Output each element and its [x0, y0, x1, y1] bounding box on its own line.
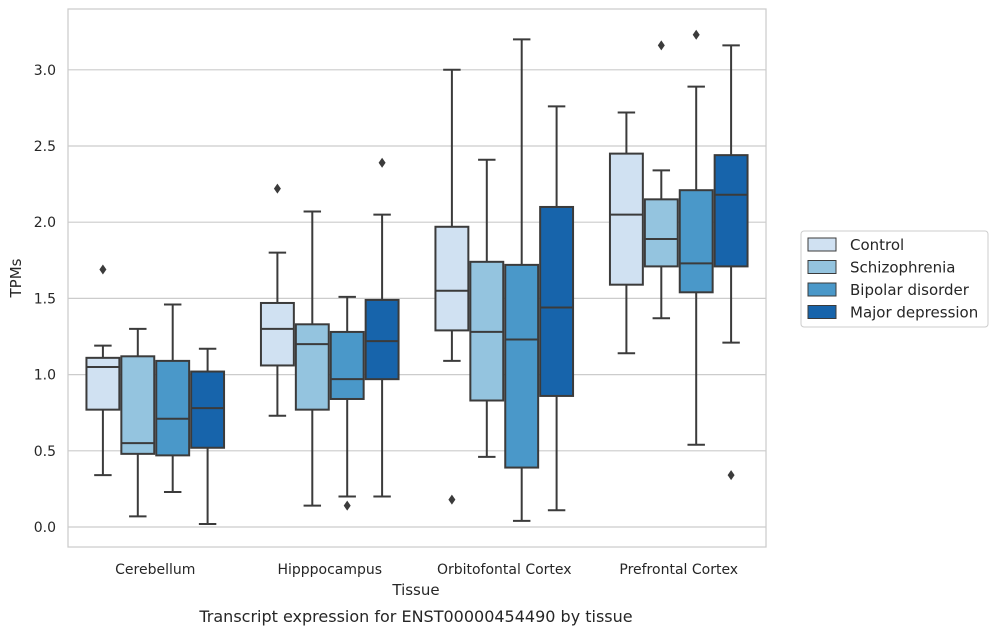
legend-label: Bipolar disorder [850, 281, 970, 299]
box-major-depression [190, 347, 226, 525]
x-tick-label: Orbitofontal Cortex [437, 562, 572, 578]
outlier-point [273, 183, 281, 194]
legend-swatch [807, 260, 837, 274]
y-tick-label: 2.0 [34, 215, 56, 231]
box-bipolar-disorder [155, 303, 191, 493]
box-control [259, 183, 295, 417]
box-bipolar-disorder [329, 295, 365, 511]
outlier-point [448, 494, 456, 505]
y-tick-label: 1.5 [34, 291, 56, 307]
legend-swatch [807, 305, 837, 319]
legend-item: Major depression [807, 304, 978, 322]
box-iqr [259, 301, 295, 367]
box-iqr [643, 198, 679, 268]
legend-item: Schizophrenia [807, 259, 955, 277]
box-control [434, 68, 470, 505]
y-tick-label: 3.0 [34, 63, 56, 79]
box-iqr [364, 298, 400, 381]
box-schizophrenia [120, 327, 156, 518]
legend-swatch [807, 237, 837, 252]
legend-swatch [807, 282, 837, 297]
box-iqr [434, 225, 470, 332]
box-major-depression [364, 157, 400, 498]
x-axis-label: Tissue [391, 581, 439, 599]
box-iqr [329, 330, 365, 400]
outlier-point [378, 157, 386, 168]
x-tick-label: Prefrontal Cortex [619, 562, 738, 578]
box-iqr [120, 355, 156, 455]
box-iqr [85, 356, 121, 411]
x-tick-label: Cerebellum [115, 562, 195, 578]
outlier-point [692, 29, 700, 40]
x-tick-labels: Cerebellum Hipppocampus Orbitofontal Corte… [115, 562, 738, 578]
legend-label: Major depression [850, 304, 978, 322]
box-iqr [190, 370, 226, 449]
outlier-point [343, 500, 351, 511]
legend: Control Schizophrenia Bipolar disorder Majo… [800, 230, 989, 328]
outlier-point [727, 470, 735, 481]
y-axis-label: TPMs [7, 258, 25, 298]
x-tick-label: Hipppocampus [277, 562, 382, 578]
box-major-depression [539, 105, 575, 512]
legend-label: Schizophrenia [850, 259, 955, 277]
y-tick-label: 0.5 [34, 444, 56, 460]
box-iqr [713, 154, 749, 268]
y-tick-label: 2.5 [34, 139, 56, 155]
outlier-point [99, 264, 107, 275]
box-bipolar-disorder [678, 29, 714, 446]
box-iqr [539, 205, 575, 397]
legend-item: Control [807, 236, 904, 254]
box-iqr [504, 263, 540, 469]
box-iqr [678, 189, 714, 294]
box-schizophrenia [643, 40, 679, 320]
legend-item: Bipolar disorder [807, 281, 970, 299]
legend-label: Control [850, 236, 904, 254]
chart-caption: Transcript expression for ENST0000045449… [198, 607, 632, 626]
outlier-point [657, 40, 665, 51]
box-iqr [294, 323, 330, 411]
y-tick-labels: 0.0 0.5 1.0 1.5 2.0 2.5 3.0 [34, 63, 56, 536]
y-tick-label: 0.0 [34, 520, 56, 536]
box-iqr [155, 359, 191, 457]
y-tick-label: 1.0 [34, 368, 56, 384]
legend-frame [800, 230, 989, 328]
boxes [85, 29, 749, 525]
box-schizophrenia [469, 158, 505, 458]
plot-area-frame [67, 8, 767, 548]
box-iqr [608, 152, 644, 286]
box-major-depression [713, 44, 749, 481]
box-control [85, 264, 121, 477]
box-control [608, 111, 644, 355]
box-bipolar-disorder [504, 38, 540, 522]
box-schizophrenia [294, 210, 330, 507]
